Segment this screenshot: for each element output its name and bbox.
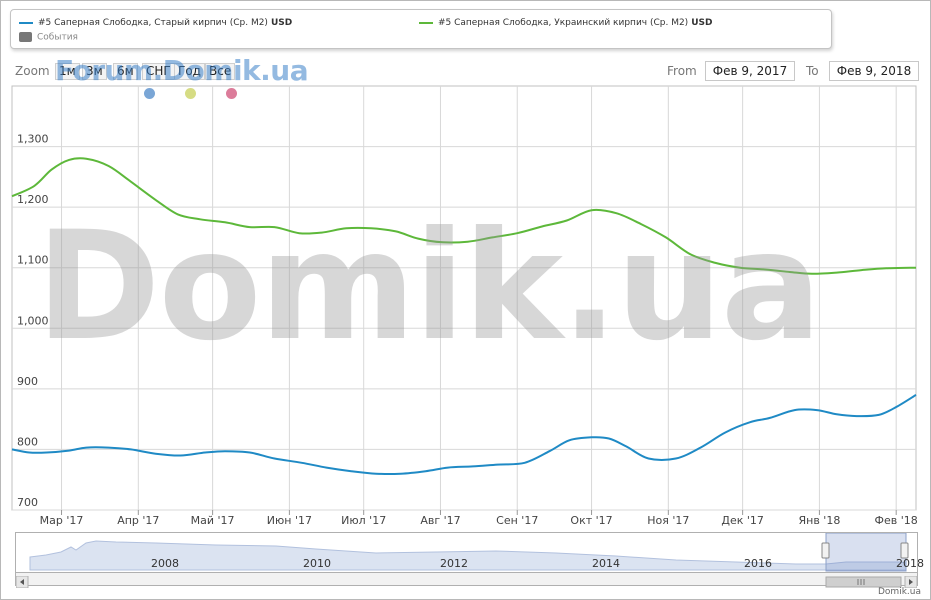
navigator[interactable]: 2008 2010 2012 2014 2016 2018 xyxy=(15,532,924,573)
legend-unit-1: USD xyxy=(270,18,293,28)
chart-legend: #5 Саперная Слободка, Старый кирпич (Ср.… xyxy=(10,9,832,49)
zoom-6m-button[interactable]: 6м xyxy=(113,63,138,80)
navigator-handle-left[interactable] xyxy=(821,542,830,559)
zoom-3m-button[interactable]: 3м xyxy=(82,63,107,80)
watermark-forum: Forum.Domik.ua xyxy=(55,54,309,87)
navigator-series-area xyxy=(29,540,907,571)
scroll-left-arrow-icon xyxy=(20,579,24,585)
flag-marker-blue[interactable] xyxy=(144,88,155,99)
zoom-cng-button[interactable]: СНГ xyxy=(142,63,175,80)
legend-series-1[interactable]: #5 Саперная Слободка, Старый кирпич (Ср.… xyxy=(19,18,292,28)
x-tick-label-4: Июл '17 xyxy=(341,514,386,527)
legend-events[interactable]: События xyxy=(19,32,78,43)
range-to-input[interactable]: Фев 9, 2018 xyxy=(829,61,919,81)
scroll-right-arrow-icon xyxy=(909,579,913,585)
plot-area: 700 800 900 1,000 1,100 1,200 1,300 Мар '17 Апр … xyxy=(11,85,918,527)
x-tick-label-11: Фев '18 xyxy=(875,514,918,527)
x-tick-label-1: Апр '17 xyxy=(117,514,159,527)
x-tick-label-5: Авг '17 xyxy=(420,514,460,527)
zoom-1m-button[interactable]: 1м xyxy=(55,63,80,80)
y-tick-label-800: 800 xyxy=(17,435,38,448)
flag-marker-pink[interactable] xyxy=(226,88,237,99)
x-tick-label-3: Июн '17 xyxy=(267,514,312,527)
y-tick-label-1200: 1,200 xyxy=(17,193,49,206)
navigator-year-2012: 2012 xyxy=(440,557,468,570)
navigator-year-2016: 2016 xyxy=(744,557,772,570)
y-tick-label-1000: 1,000 xyxy=(17,314,49,327)
x-tick-label-2: Май '17 xyxy=(191,514,235,527)
watermark-domik: Domik.ua xyxy=(36,200,822,374)
y-tick-label-900: 900 xyxy=(17,375,38,388)
navigator-year-2010: 2010 xyxy=(303,557,331,570)
events-label: События xyxy=(37,32,78,43)
credit-link[interactable]: Domik.ua xyxy=(878,587,921,597)
y-tick-label-700: 700 xyxy=(17,496,38,509)
legend-unit-2: USD xyxy=(691,18,713,28)
range-to-label: To xyxy=(806,64,819,78)
legend-label-2: #5 Саперная Слободка, Украинский кирпич … xyxy=(438,18,689,28)
x-tick-label-10: Янв '18 xyxy=(798,514,840,527)
series-line-2 xyxy=(11,157,917,275)
events-box-icon xyxy=(19,32,32,42)
navigator-handle-right[interactable] xyxy=(900,542,909,559)
navigator-area xyxy=(29,532,909,572)
scroll-thumb-grip-icon xyxy=(857,579,865,585)
navigator-year-2014: 2014 xyxy=(592,557,620,570)
legend-swatch-1 xyxy=(19,21,33,24)
x-tick-label-7: Окт '17 xyxy=(570,514,612,527)
zoom-all-button[interactable]: Все xyxy=(205,63,236,80)
scrollbar-graphics xyxy=(15,575,918,589)
navigator-year-2018: 2018 xyxy=(896,557,924,570)
series-line-1 xyxy=(11,394,917,475)
x-tick-label-8: Ноя '17 xyxy=(647,514,689,527)
legend-label-1: #5 Саперная Слободка, Старый кирпич (Ср.… xyxy=(38,18,268,28)
y-tick-label-1100: 1,100 xyxy=(17,254,49,267)
navigator-year-2008: 2008 xyxy=(151,557,179,570)
x-tick-label-6: Сен '17 xyxy=(496,514,538,527)
legend-series-2[interactable]: #5 Саперная Слободка, Украинский кирпич … xyxy=(419,18,712,28)
flag-marker-yellow[interactable] xyxy=(185,88,196,99)
navigator-selection[interactable] xyxy=(825,532,907,572)
navigator-scrollbar[interactable] xyxy=(15,572,918,589)
x-tick-label-0: Мар '17 xyxy=(40,514,84,527)
zoom-year-button[interactable]: Год xyxy=(174,63,205,80)
legend-swatch-2 xyxy=(419,21,433,24)
zoom-label: Zoom xyxy=(15,64,50,78)
range-from-input[interactable]: Фев 9, 2017 xyxy=(705,61,795,81)
range-from-label: From xyxy=(667,64,697,78)
y-tick-label-1300: 1,300 xyxy=(17,133,49,146)
x-tick-label-9: Дек '17 xyxy=(721,514,764,527)
